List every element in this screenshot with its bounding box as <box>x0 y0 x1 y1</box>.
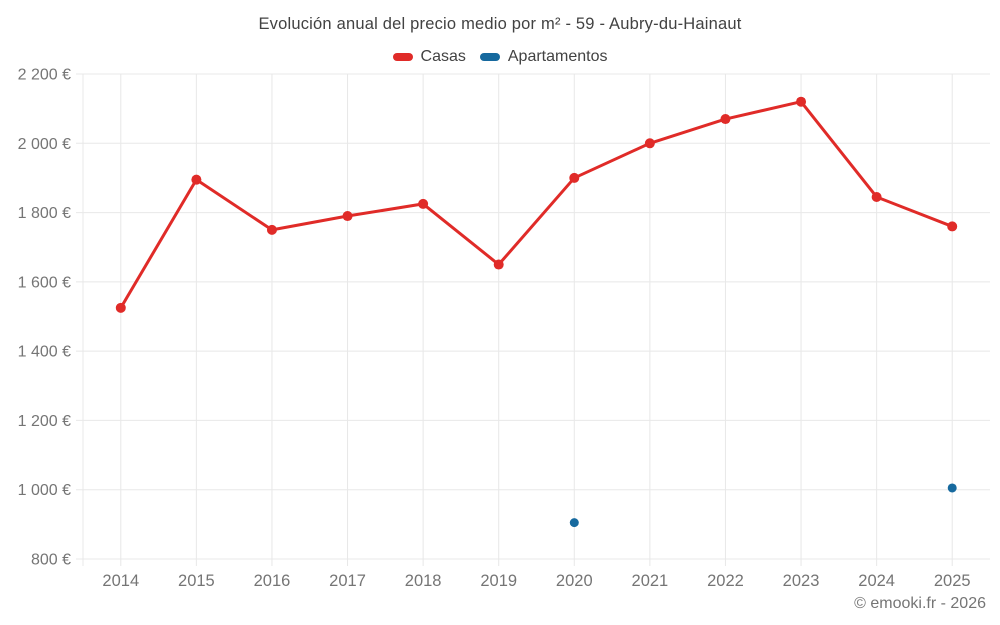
point-casas-2016[interactable] <box>266 224 277 235</box>
series-layer <box>115 96 958 528</box>
y-tick-label: 800 € <box>31 552 71 569</box>
legend-swatch-apartamentos <box>479 53 500 61</box>
legend-label-casas: Casas <box>420 48 466 65</box>
point-casas-2018[interactable] <box>418 198 429 209</box>
axis-label-layer: 800 € 1 000 € 1 200 € 1 400 € 1 600 € 1 800 €… <box>18 67 971 591</box>
y-tick-label: 2 000 € <box>18 136 71 153</box>
x-tick-label: 2025 <box>934 572 971 590</box>
x-tick-label: 2015 <box>178 572 215 590</box>
y-tick-label: 1 400 € <box>18 344 71 361</box>
chart-title: Evolución anual del precio medio por m² … <box>258 15 742 33</box>
x-tick-label: 2022 <box>707 572 744 590</box>
x-tick-label: 2018 <box>405 572 442 590</box>
x-tick-label: 2020 <box>556 572 593 590</box>
point-apartamentos-2020[interactable] <box>569 518 579 528</box>
point-casas-2023[interactable] <box>796 96 807 107</box>
x-tick-label: 2021 <box>632 572 669 590</box>
point-casas-2025[interactable] <box>947 221 958 232</box>
y-tick-label: 1 200 € <box>18 413 71 430</box>
x-tick-label: 2023 <box>783 572 820 590</box>
x-tick-label: 2024 <box>858 572 895 590</box>
x-tick-label: 2016 <box>254 572 291 590</box>
legend-label-apartamentos: Apartamentos <box>507 48 608 65</box>
y-tick-label: 1 600 € <box>18 274 71 291</box>
x-tick-label: 2019 <box>480 572 517 590</box>
point-casas-2020[interactable] <box>569 172 580 183</box>
chart-legend: Casas Apartamentos <box>0 46 1000 68</box>
legend-item-casas[interactable]: Casas <box>392 48 466 66</box>
legend-item-apartamentos[interactable]: Apartamentos <box>479 48 608 66</box>
series-line-casas <box>119 100 954 310</box>
legend-swatch-casas <box>392 53 413 61</box>
grid-layer <box>76 73 990 566</box>
copyright-credit: © emooki.fr - 2026 <box>854 595 986 612</box>
point-casas-2019[interactable] <box>493 259 504 270</box>
x-tick-label: 2014 <box>102 572 139 590</box>
point-casas-2014[interactable] <box>115 302 126 313</box>
x-tick-label: 2017 <box>329 572 366 590</box>
point-casas-2015[interactable] <box>191 174 202 185</box>
point-casas-2021[interactable] <box>644 138 655 149</box>
point-casas-2024[interactable] <box>871 191 882 202</box>
y-tick-label: 1 000 € <box>18 482 71 499</box>
y-tick-label: 1 800 € <box>18 205 71 222</box>
point-casas-2022[interactable] <box>720 114 731 125</box>
y-tick-label: 2 200 € <box>18 67 71 84</box>
point-casas-2017[interactable] <box>342 211 353 222</box>
point-apartamentos-2025[interactable] <box>947 483 957 493</box>
